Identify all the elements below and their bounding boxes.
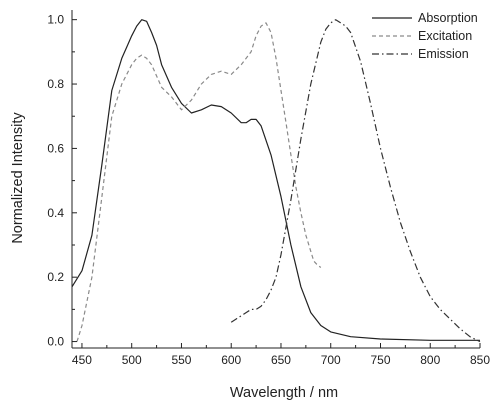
- x-tick-label: 450: [72, 353, 92, 367]
- legend-label-emission: Emission: [418, 47, 469, 61]
- x-tick-label: 650: [271, 353, 291, 367]
- x-tick-label: 550: [171, 353, 191, 367]
- axes: [71, 10, 480, 349]
- legend: Absorption Excitation Emission: [372, 11, 478, 61]
- y-tick-label: 0.0: [47, 335, 64, 349]
- x-tick-label: 500: [122, 353, 142, 367]
- ticks: 450 500 550 600 650 700 750 800 850 0.0 0.2 0.4 0.6 0…: [47, 13, 490, 367]
- excitation-series-line: [76, 22, 322, 342]
- absorption-series-line: [71, 19, 480, 341]
- x-tick-label: 700: [321, 353, 341, 367]
- legend-label-absorption: Absorption: [418, 11, 478, 25]
- x-tick-label: 800: [420, 353, 440, 367]
- x-axis-title: Wavelength / nm: [230, 385, 338, 401]
- plot-area: [71, 19, 481, 343]
- y-tick-label: 0.2: [47, 270, 64, 284]
- legend-label-excitation: Excitation: [418, 29, 472, 43]
- y-tick-label: 1.0: [47, 13, 64, 27]
- y-tick-label: 0.6: [47, 141, 64, 155]
- x-tick-label: 850: [470, 353, 490, 367]
- y-tick-label: 0.8: [47, 77, 64, 91]
- emission-series-line: [230, 19, 481, 343]
- x-tick-label: 600: [221, 353, 241, 367]
- y-tick-label: 0.4: [47, 206, 64, 220]
- y-axis-title: Normalized Intensity: [10, 112, 26, 244]
- x-tick-label: 750: [370, 353, 390, 367]
